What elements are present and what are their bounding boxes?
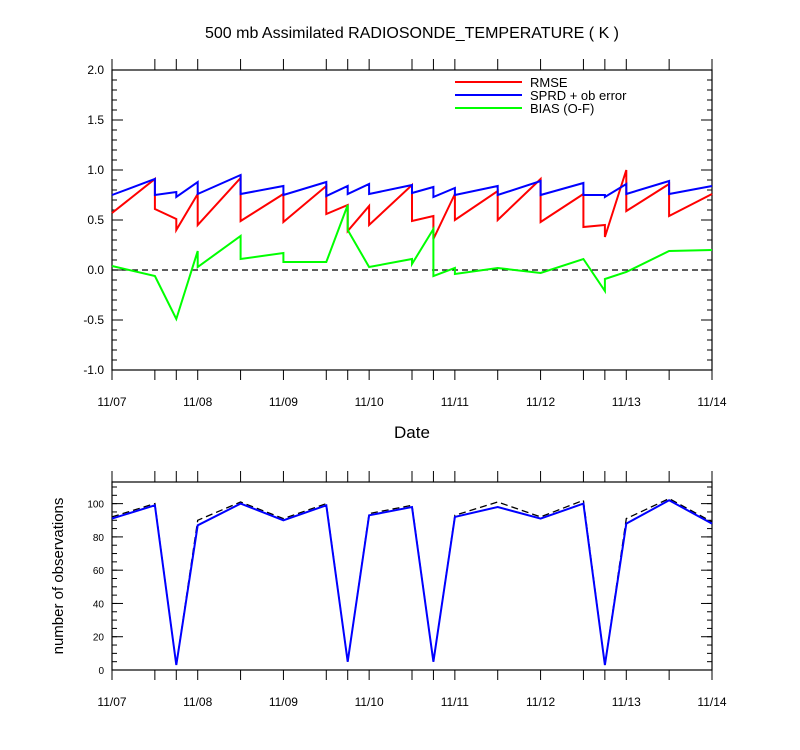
x-tick-label: 11/12: [526, 395, 555, 409]
y-tick-label: -1.0: [83, 363, 104, 377]
y-tick-label: 100: [87, 500, 104, 511]
y-tick-label: -0.5: [83, 313, 104, 327]
bottom-chart-panel: 0 20 40 60 80 100 11/07 11/08 11/09 11/10 11/11 11/…: [50, 471, 727, 709]
x-tick-label: 11/13: [612, 395, 641, 409]
x-tick-label: 11/09: [269, 695, 298, 709]
series-line-bias-o-f: [111, 204, 713, 322]
y-tick-label: 0.5: [87, 213, 104, 227]
x-tick-label: 11/08: [183, 695, 212, 709]
y-tick-label: 80: [93, 533, 105, 544]
y-tick-label: 20: [93, 633, 105, 644]
y-tick-label: 1.0: [87, 163, 104, 177]
legend-label: BIAS (O-F): [530, 101, 594, 116]
y-tick-label: 40: [93, 599, 105, 610]
y-tick-label: 0.0: [87, 263, 104, 277]
x-tick-label: 11/11: [441, 695, 470, 709]
chart-title: 500 mb Assimilated RADIOSONDE_TEMPERATUR…: [205, 25, 619, 42]
x-tick-label: 11/14: [697, 395, 726, 409]
x-tick-label: 11/12: [526, 695, 555, 709]
y-tick-label: 60: [93, 566, 105, 577]
x-tick-label: 11/10: [355, 695, 384, 709]
legend-label: SPRD + ob error: [530, 88, 627, 103]
series-line-rmse: [111, 169, 713, 240]
y-tick-label: 2.0: [87, 63, 104, 77]
legend-label: RMSE: [530, 75, 568, 90]
x-tick-label: 11/14: [697, 695, 726, 709]
x-tick-label: 11/07: [97, 395, 126, 409]
x-tick-label: 11/09: [269, 395, 298, 409]
x-axis-label: Date: [394, 423, 430, 442]
top-chart-panel: -1.0 -0.5 0.0 0.5 1.0 1.5 2.0 11/07 11/08 11/09 11…: [83, 25, 727, 442]
y-tick-label: 0: [98, 666, 104, 677]
x-tick-label: 11/11: [441, 395, 470, 409]
y-tick-label: 1.5: [87, 113, 104, 127]
series-line-sprd-ob-error: [111, 173, 713, 199]
x-tick-label: 11/13: [612, 695, 641, 709]
y-axis-label: number of observations: [50, 498, 67, 655]
series-line-observations-assimilated: [111, 499, 713, 666]
x-tick-label: 11/08: [183, 395, 212, 409]
x-tick-label: 11/10: [355, 395, 384, 409]
x-tick-label: 11/07: [97, 695, 126, 709]
